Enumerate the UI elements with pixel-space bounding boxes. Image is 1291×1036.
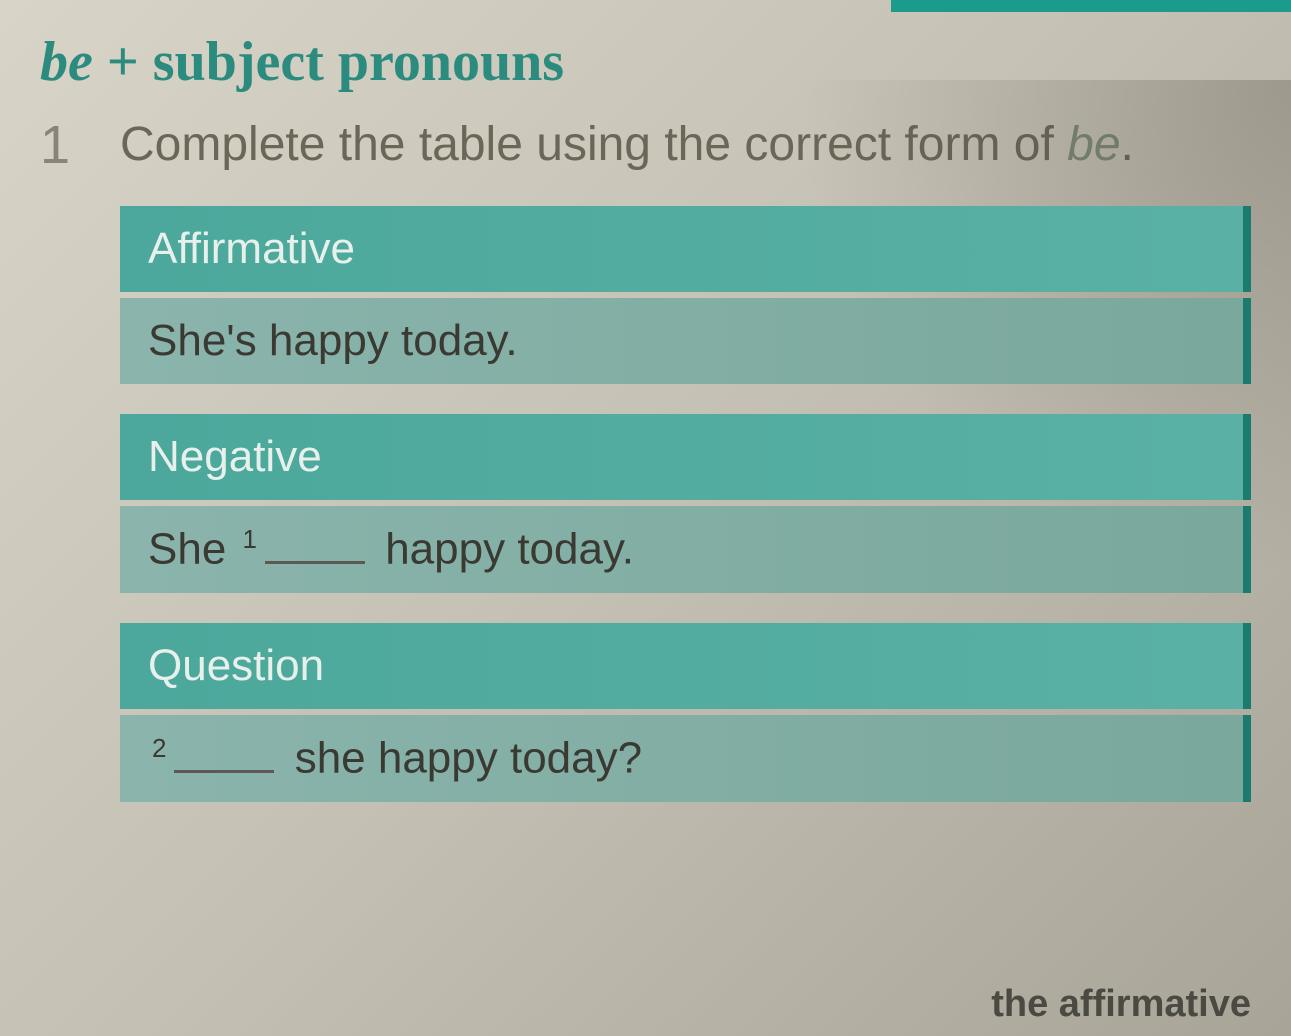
affirmative-answer: 's <box>226 316 256 365</box>
instruction-italic: be <box>1067 118 1120 171</box>
question-header: Question <box>120 623 1251 709</box>
question-suffix: she happy today? <box>282 734 642 783</box>
negative-header: Negative <box>120 414 1251 500</box>
negative-sup: 1 <box>243 524 257 554</box>
exercise-number: 1 <box>40 114 120 176</box>
section-gap <box>120 390 1251 414</box>
header-label: Question <box>148 641 324 690</box>
grammar-table: Affirmative She's happy today. Negative … <box>120 206 1251 801</box>
title-plus: + <box>93 31 153 93</box>
exercise-header: 1 Complete the table using the correct f… <box>40 114 1251 176</box>
blank-1[interactable] <box>265 561 365 564</box>
affirmative-content: She's happy today. <box>120 298 1251 384</box>
title-rest: subject pronouns <box>153 31 564 93</box>
bottom-fragment: the affirmative <box>991 983 1251 1026</box>
negative-content: She 1 happy today. <box>120 506 1251 593</box>
page-title: be + subject pronouns <box>40 30 1251 94</box>
section-gap <box>120 599 1251 623</box>
negative-prefix: She <box>148 525 239 574</box>
affirmative-header: Affirmative <box>120 206 1251 292</box>
top-accent-bar <box>891 0 1291 12</box>
affirmative-prefix: She <box>148 316 226 365</box>
title-italic: be <box>40 31 93 93</box>
negative-suffix: happy today. <box>373 525 634 574</box>
affirmative-suffix: happy today. <box>257 316 518 365</box>
header-label: Negative <box>148 432 322 481</box>
instruction-text-1: Complete the table using the correct for… <box>120 118 1067 171</box>
exercise-instruction: Complete the table using the correct for… <box>120 114 1134 176</box>
question-content: 2 she happy today? <box>120 715 1251 802</box>
question-sup: 2 <box>152 733 166 763</box>
instruction-end: . <box>1121 118 1134 171</box>
blank-2[interactable] <box>174 770 274 773</box>
header-label: Affirmative <box>148 224 355 273</box>
